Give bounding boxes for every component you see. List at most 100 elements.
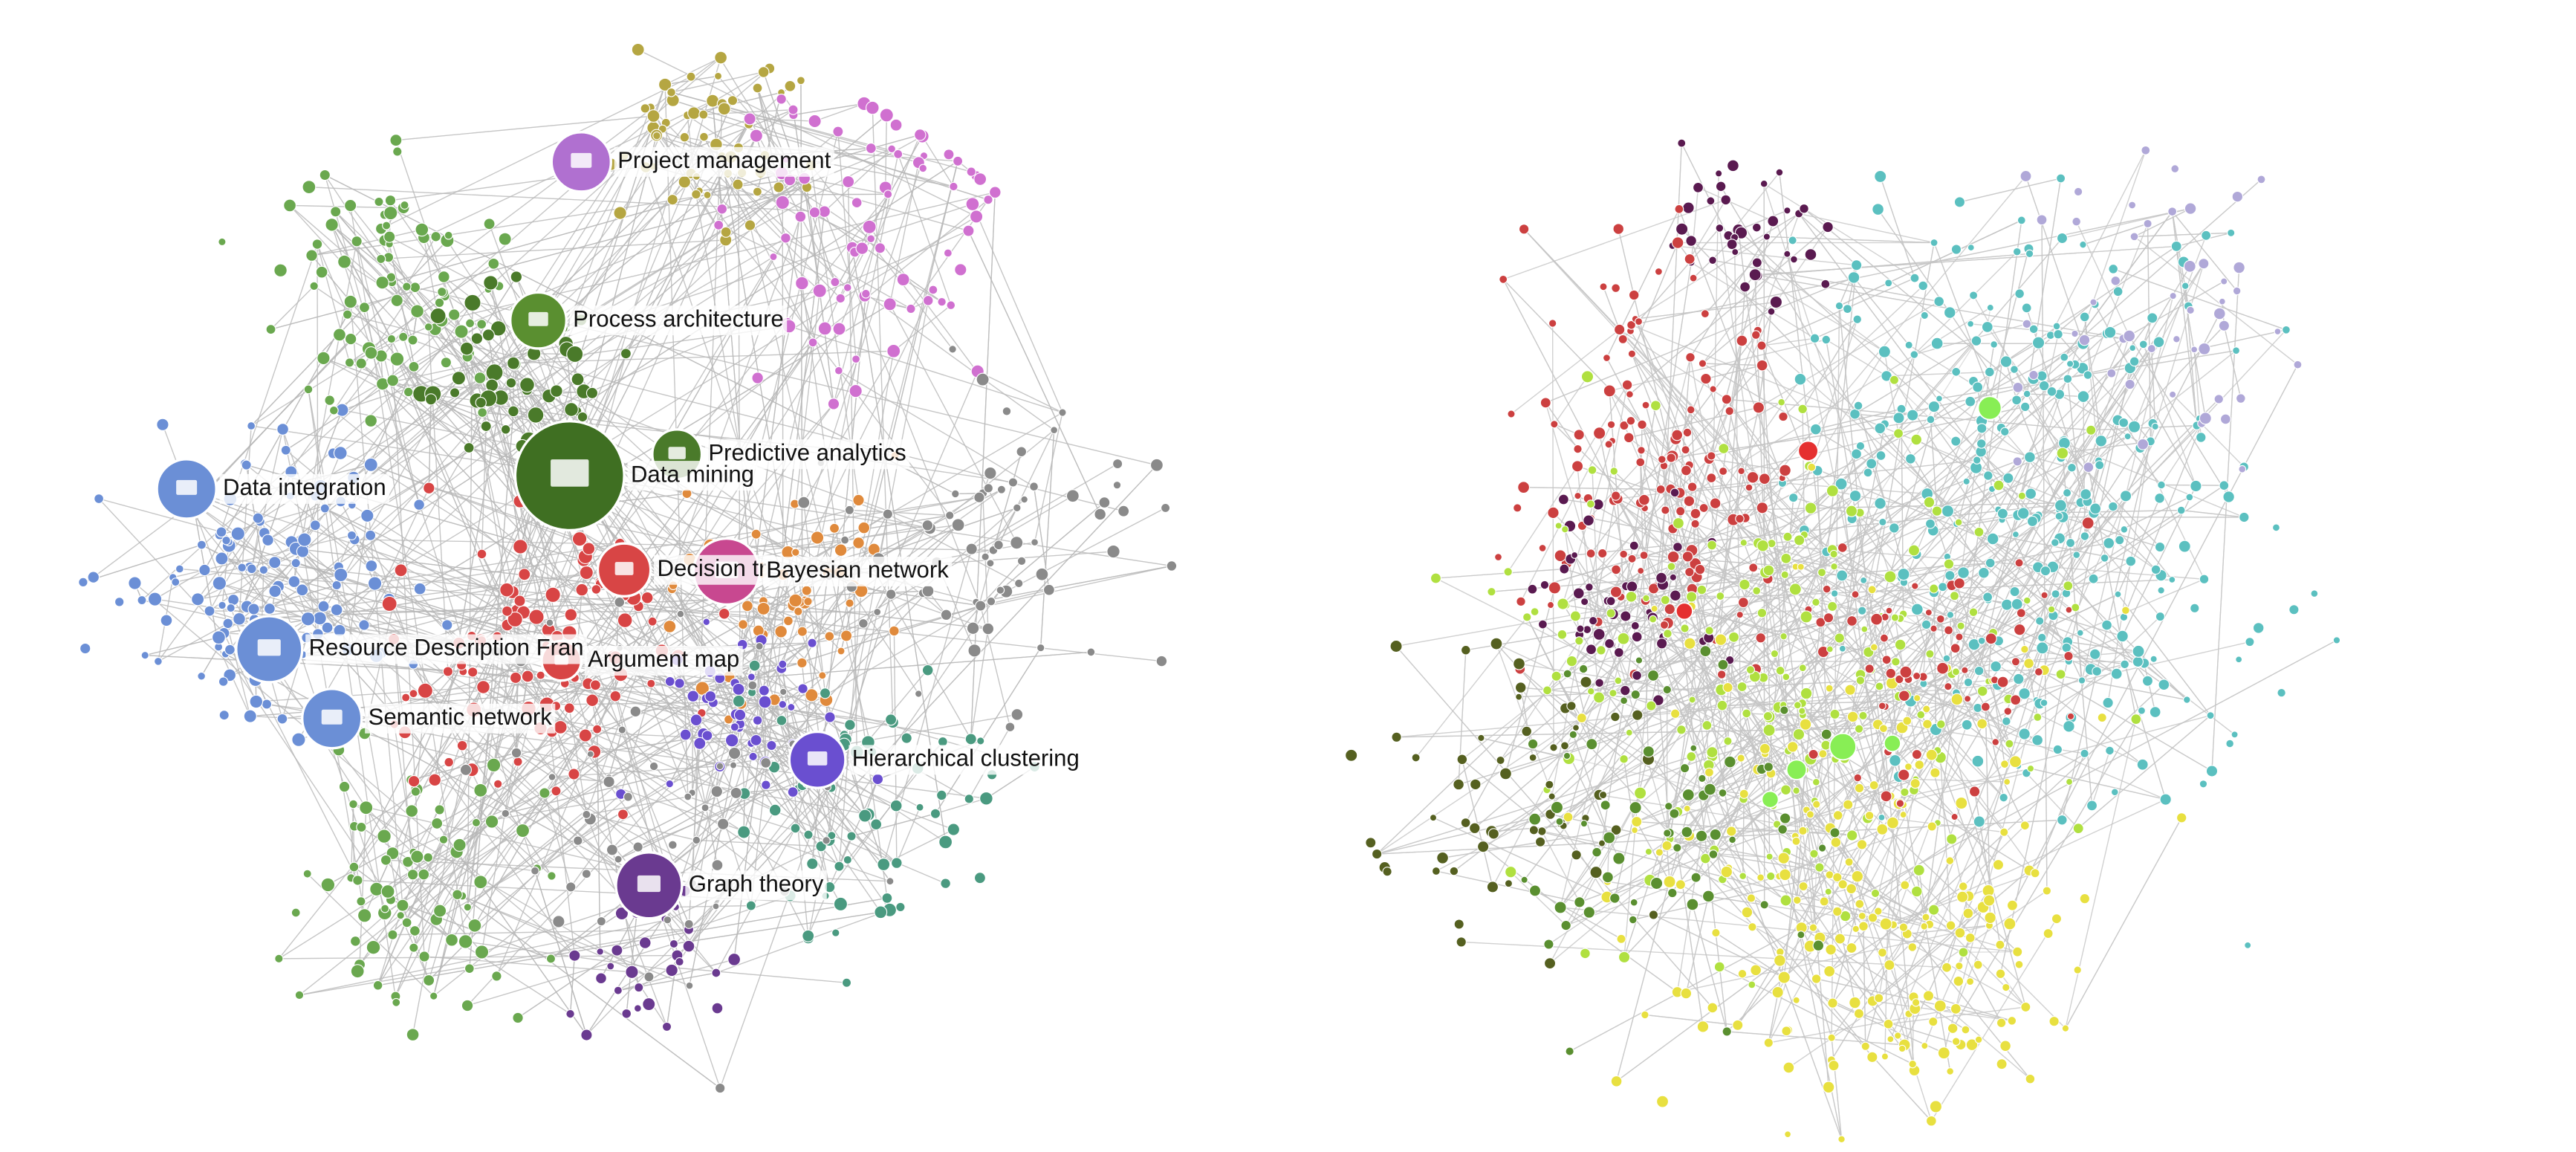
edge (496, 173, 692, 637)
edge (811, 165, 953, 350)
node (280, 444, 291, 456)
node (360, 508, 374, 522)
edge (82, 544, 202, 583)
node (389, 134, 403, 147)
node (440, 357, 452, 369)
edge (749, 118, 836, 282)
edge (366, 807, 418, 858)
edge (808, 300, 929, 939)
edge (1640, 462, 1671, 839)
node (346, 530, 357, 540)
node (233, 612, 246, 626)
node (367, 576, 383, 591)
edge (1702, 363, 1762, 366)
edge (380, 76, 692, 230)
node (364, 346, 378, 360)
edge (887, 496, 980, 515)
node (330, 603, 343, 616)
node (273, 263, 288, 278)
edge (1763, 183, 1915, 279)
edge (256, 686, 484, 702)
edge (299, 929, 690, 996)
node (160, 614, 173, 627)
edge (1458, 743, 1592, 786)
edge (781, 611, 799, 669)
edge (716, 828, 797, 974)
node (261, 699, 273, 710)
edge (597, 728, 721, 767)
node (218, 676, 229, 687)
edge (1541, 831, 1580, 903)
node (211, 630, 226, 645)
edge (1829, 378, 2069, 829)
edge (376, 888, 571, 1015)
node (218, 601, 227, 610)
edge (1395, 646, 1713, 1009)
edge (210, 338, 351, 489)
edge (317, 244, 319, 635)
node (337, 254, 351, 269)
node (315, 265, 328, 279)
edge (808, 465, 1158, 835)
edge (2161, 423, 2202, 485)
node (384, 195, 397, 207)
edge (158, 623, 229, 662)
edge (2025, 175, 2084, 344)
node (296, 545, 310, 558)
node (438, 271, 450, 283)
edge (833, 358, 857, 404)
edge (311, 229, 422, 256)
node (247, 603, 260, 615)
edge (585, 786, 828, 1036)
edge (314, 285, 392, 340)
edge (98, 498, 225, 634)
node (477, 407, 488, 418)
edge (224, 653, 392, 900)
node (413, 582, 426, 595)
edge (824, 194, 889, 329)
edge (392, 929, 689, 936)
node (137, 595, 147, 606)
node (243, 709, 257, 723)
edge (1727, 1031, 1905, 1046)
edge (893, 305, 952, 352)
edge (935, 647, 1042, 815)
edge (1571, 660, 2138, 663)
node (291, 732, 306, 747)
node (317, 600, 330, 612)
edge (380, 239, 726, 260)
node (259, 565, 269, 575)
node (241, 459, 252, 470)
edge (788, 326, 1063, 413)
node (333, 446, 348, 460)
node (197, 671, 206, 681)
edge (155, 569, 205, 600)
node (230, 526, 245, 541)
node (309, 520, 321, 531)
node (87, 571, 100, 583)
edge (671, 967, 847, 983)
node (296, 583, 309, 597)
node (383, 230, 396, 243)
nodes (78, 42, 2341, 1144)
edge (141, 135, 658, 601)
node (171, 577, 181, 587)
edge (1880, 176, 1915, 279)
edge (175, 567, 242, 583)
node (383, 205, 398, 221)
node (448, 308, 461, 321)
node (410, 304, 424, 319)
node (140, 650, 149, 660)
edge (2151, 349, 2156, 427)
node (268, 584, 282, 598)
edge (270, 285, 315, 330)
edge (716, 909, 890, 974)
node (297, 532, 312, 547)
edge (1761, 277, 1915, 346)
node (441, 619, 453, 631)
edge (586, 796, 688, 815)
edge (544, 792, 571, 887)
node (476, 319, 487, 330)
node (154, 656, 163, 666)
